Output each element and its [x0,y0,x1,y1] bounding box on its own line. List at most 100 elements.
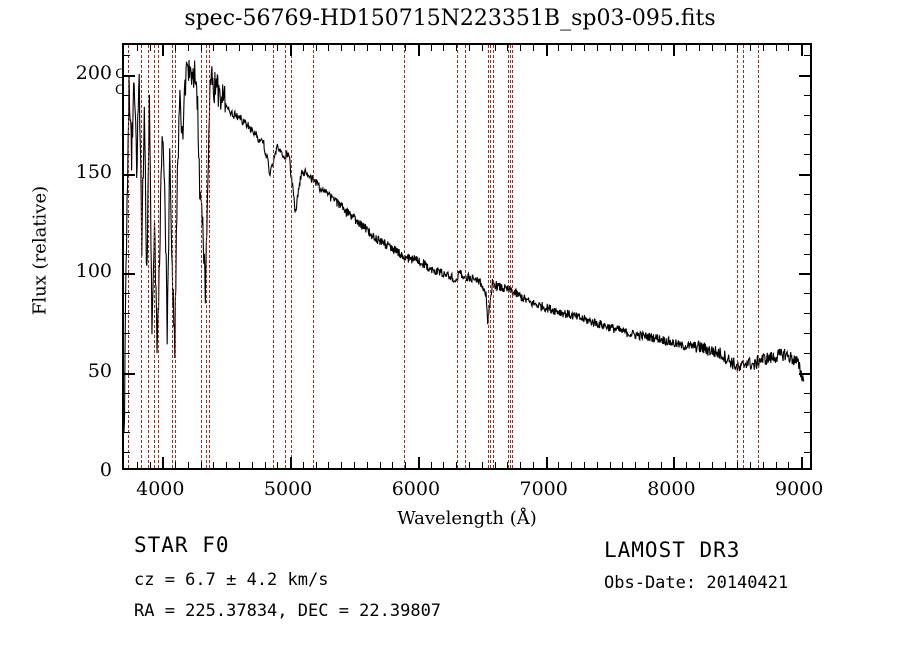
y-tick-label: 50 [87,359,112,382]
axis-tick [226,462,228,468]
axis-tick [443,462,445,468]
y-tick-label: 100 [75,260,112,283]
axis-tick [804,313,810,315]
axis-tick [149,462,151,468]
axis-tick [737,462,739,468]
axis-tick [804,412,810,414]
axis-tick [200,462,202,468]
axis-tick [494,462,496,468]
axis-tick [124,54,130,56]
axis-tick [251,45,253,51]
axis-tick [264,45,266,51]
axis-tick [635,462,637,468]
spectral-line-marker [153,45,156,468]
axis-tick [507,462,509,468]
axis-tick [277,45,279,51]
axis-tick [804,392,810,394]
spectral-line-marker [488,45,490,468]
axis-tick [788,462,790,468]
x-tick-label: 5000 [263,478,313,500]
spectral-line-marker [508,45,510,468]
axis-tick [804,154,810,156]
axis-tick [341,45,343,51]
axis-tick [520,462,522,468]
axis-tick [417,457,420,468]
axis-tick [213,462,215,468]
axis-tick [124,174,135,177]
axis-tick [469,462,470,468]
spectral-line-marker [456,45,459,468]
axis-tick [711,45,713,51]
axis-tick [264,462,266,468]
axis-tick [804,213,810,215]
axis-tick [571,462,573,468]
axis-tick [762,462,764,468]
axis-tick [290,45,293,56]
axis-tick [239,45,240,51]
axis-tick [124,412,130,414]
axis-tick [124,392,130,394]
axis-tick [162,45,165,56]
axis-tick [799,372,810,375]
axis-tick [124,213,130,215]
axis-tick [622,45,624,51]
axis-tick [804,114,810,116]
axis-tick [366,462,368,468]
y-tick-label: 0 [99,459,112,481]
axis-tick [175,462,177,468]
axis-tick [532,45,534,51]
x-tick-label: 6000 [391,478,441,500]
axis-tick [124,372,135,375]
axis-tick [124,154,130,156]
axis-tick [124,352,130,354]
spectral-line-marker [492,45,495,468]
spectrum-curve [124,45,810,468]
axis-tick [302,462,304,468]
axis-tick [417,45,420,56]
axis-tick [124,313,130,315]
spectral-line-marker [509,45,512,468]
axis-tick [341,462,343,468]
axis-tick [804,293,810,295]
axis-tick [481,45,483,51]
axis-tick [673,45,676,56]
axis-tick [456,462,458,468]
spectral-line-marker [201,45,203,468]
axis-tick [762,45,764,51]
spectral-line-marker [148,45,150,468]
axis-tick [124,273,135,276]
axis-tick [277,462,279,468]
axis-tick [392,45,394,51]
spectral-line-marker [291,45,293,468]
axis-tick [200,45,202,51]
axis-tick [124,452,130,454]
axis-tick [354,45,355,51]
axis-tick [124,74,135,77]
axis-tick [686,462,688,468]
axis-tick [775,462,777,468]
axis-tick [804,452,810,454]
axis-tick [804,352,810,354]
axis-tick [545,45,548,56]
axis-tick [609,462,611,468]
spectral-line-marker [175,45,177,468]
x-tick-label: 4000 [136,478,185,500]
spectral-line-marker [141,45,143,468]
observation-date-label: Obs-Date: 20140421 [604,573,789,593]
axis-tick [673,457,676,468]
axis-tick [596,462,598,468]
axis-tick [213,45,215,51]
axis-tick [124,114,130,116]
axis-tick [290,457,293,468]
axis-tick [804,233,810,235]
spectrum-plot[interactable] [122,43,812,470]
axis-tick [804,333,810,334]
axis-tick [804,94,810,96]
spectral-line-marker [171,45,174,468]
axis-tick [494,45,496,51]
page-title: spec-56769-HD150715N223351B_sp03-095.fit… [184,6,716,31]
axis-tick [799,273,810,276]
axis-tick [545,457,548,468]
axis-tick [622,462,624,468]
axis-tick [251,462,253,468]
